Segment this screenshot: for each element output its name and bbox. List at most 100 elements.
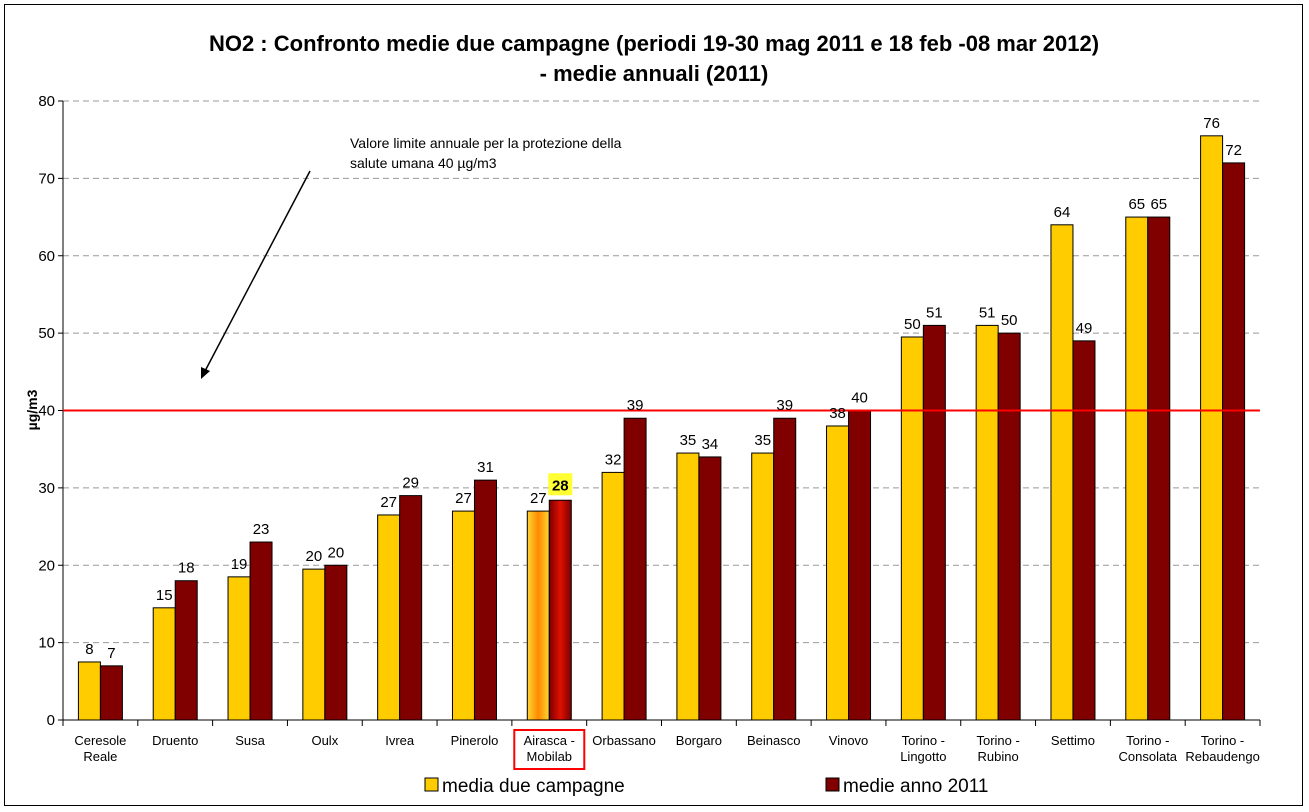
bar-s1-8 (698, 456, 722, 721)
x-category-label-8-0: Borgaro (676, 733, 722, 748)
x-category-label-12-0: Torino - (976, 733, 1019, 748)
y-tick-label-0: 0 (47, 712, 55, 729)
data-label-s0-7: 32 (605, 451, 622, 468)
x-category-label-11-1: Lingotto (900, 749, 946, 764)
x-category-label-1-0: Druento (152, 733, 198, 748)
data-label-s0-15: 76 (1203, 115, 1220, 132)
bar-s1-2 (249, 541, 273, 721)
bar-s1-9 (773, 417, 797, 721)
bar-s0-6 (526, 510, 550, 721)
data-label-s0-5: 27 (455, 490, 472, 507)
bar-s1-7 (623, 417, 647, 721)
data-label-s1-10: 40 (851, 390, 868, 407)
x-category-label-7-0: Orbassano (592, 733, 656, 748)
data-label-s1-3: 20 (328, 544, 345, 561)
y-tick-label-60: 60 (38, 248, 55, 265)
y-tick-label-10: 10 (38, 635, 55, 652)
y-tick-label-20: 20 (38, 557, 55, 574)
data-label-s1-1: 18 (178, 560, 195, 577)
bar-s0-9 (751, 452, 775, 721)
x-category-label-0-1: Reale (83, 749, 117, 764)
y-tick-label-50: 50 (38, 325, 55, 342)
bar-s1-10 (848, 410, 872, 721)
x-category-label-11-0: Torino - (902, 733, 945, 748)
data-label-highlight (548, 473, 573, 496)
data-label-s0-4: 27 (380, 494, 397, 511)
bar-s0-15 (1200, 135, 1224, 721)
data-labels: 8 15 19 20 27 27 27 32 35 35 38 50 51 64 65 76 7 18 23 20 29… (85, 115, 1242, 662)
legend-swatch-medie-anno-2011 (825, 777, 840, 792)
data-label-s1-11: 51 (926, 304, 943, 321)
data-label-s0-12: 51 (979, 304, 996, 321)
x-category-label-10-0: Vinovo (829, 733, 869, 748)
x-category-label-15-1: Rebaudengo (1185, 749, 1259, 764)
bar-s1-15 (1222, 162, 1246, 721)
y-tick-label-30: 30 (38, 480, 55, 497)
data-label-s1-12: 50 (1001, 312, 1018, 329)
x-category-label-14-1: Consolata (1119, 749, 1178, 764)
bar-s0-12 (975, 324, 999, 721)
data-label-s0-1: 15 (156, 587, 173, 604)
data-label-s0-6: 27 (530, 490, 547, 507)
data-label-s0-0: 8 (85, 641, 93, 658)
data-label-s0-14: 65 (1128, 196, 1145, 213)
legend-label-media-due-campagne: media due campagne (442, 776, 625, 797)
bar-s1-5 (473, 479, 497, 721)
x-category-label-3-0: Oulx (311, 733, 338, 748)
y-axis-label: µg/m3 (24, 389, 40, 430)
bar-s1-3 (324, 564, 348, 721)
x-category-label-9-0: Beinasco (747, 733, 800, 748)
chart-title-line-1: NO2 : Confronto medie due campagne (peri… (209, 31, 1099, 56)
data-label-s1-5: 31 (477, 459, 494, 476)
data-label-s1-9: 39 (776, 397, 793, 414)
bar-s0-7 (601, 471, 625, 721)
y-tick-label-80: 80 (38, 93, 55, 110)
data-label-s1-14: 65 (1150, 196, 1167, 213)
data-label-s1-15: 72 (1225, 142, 1242, 159)
bar-s1-14 (1147, 216, 1171, 721)
y-tick-label-70: 70 (38, 170, 55, 187)
x-category-label-4-0: Ivrea (385, 733, 415, 748)
annotation-arrow (203, 170, 311, 374)
bar-s0-3 (302, 568, 326, 721)
legend-label-medie-anno-2011: medie anno 2011 (843, 776, 988, 797)
x-category-label-6-0: Airasca - (524, 733, 575, 748)
x-category-highlight-box (513, 729, 586, 770)
x-category-label-5-0: Pinerolo (451, 733, 499, 748)
bar-s0-11 (900, 336, 924, 721)
legend: media due campagne medie anno 2011 (424, 776, 988, 797)
data-label-s1-7: 39 (627, 397, 644, 414)
x-category-label-0-0: Ceresole (74, 733, 126, 748)
limit-annotation: Valore limite annuale per la protezione … (201, 135, 622, 379)
x-category-label-2-0: Susa (235, 733, 265, 748)
x-category-label-15-0: Torino - (1201, 733, 1244, 748)
bar-s0-13 (1050, 224, 1074, 721)
bar-s0-2 (227, 576, 251, 721)
annotation-line-2: salute umana 40 µg/m3 (350, 155, 497, 171)
data-label-s0-11: 50 (904, 316, 921, 333)
chart-title-line-2: - medie annuali (2011) (540, 61, 769, 86)
bar-s1-1 (174, 580, 198, 721)
x-category-label-13-0: Settimo (1051, 733, 1095, 748)
y-tick-label-40: 40 (38, 403, 55, 420)
bar-s0-5 (451, 510, 475, 721)
data-label-s1-4: 29 (402, 475, 419, 492)
bar-s0-0 (77, 661, 101, 721)
data-label-s0-3: 20 (306, 548, 323, 565)
data-label-s1-13: 49 (1076, 320, 1093, 337)
bar-s1-0 (99, 665, 123, 721)
data-label-s1-6: 28 (552, 477, 569, 494)
data-label-s0-9: 35 (754, 432, 771, 449)
bar-s1-13 (1072, 340, 1096, 721)
bar-s0-4 (377, 514, 401, 721)
legend-swatch-media-due-campagne (424, 777, 439, 792)
annotation-line-1: Valore limite annuale per la protezione … (350, 135, 622, 151)
bar-s0-14 (1125, 216, 1149, 721)
annotation-arrowhead (201, 367, 210, 379)
x-category-label-6-1: Mobilab (527, 749, 573, 764)
bar-s1-4 (399, 495, 423, 721)
x-category-label-12-1: Rubino (978, 749, 1019, 764)
bar-s1-11 (922, 324, 946, 721)
bar-s1-6 (548, 499, 572, 721)
